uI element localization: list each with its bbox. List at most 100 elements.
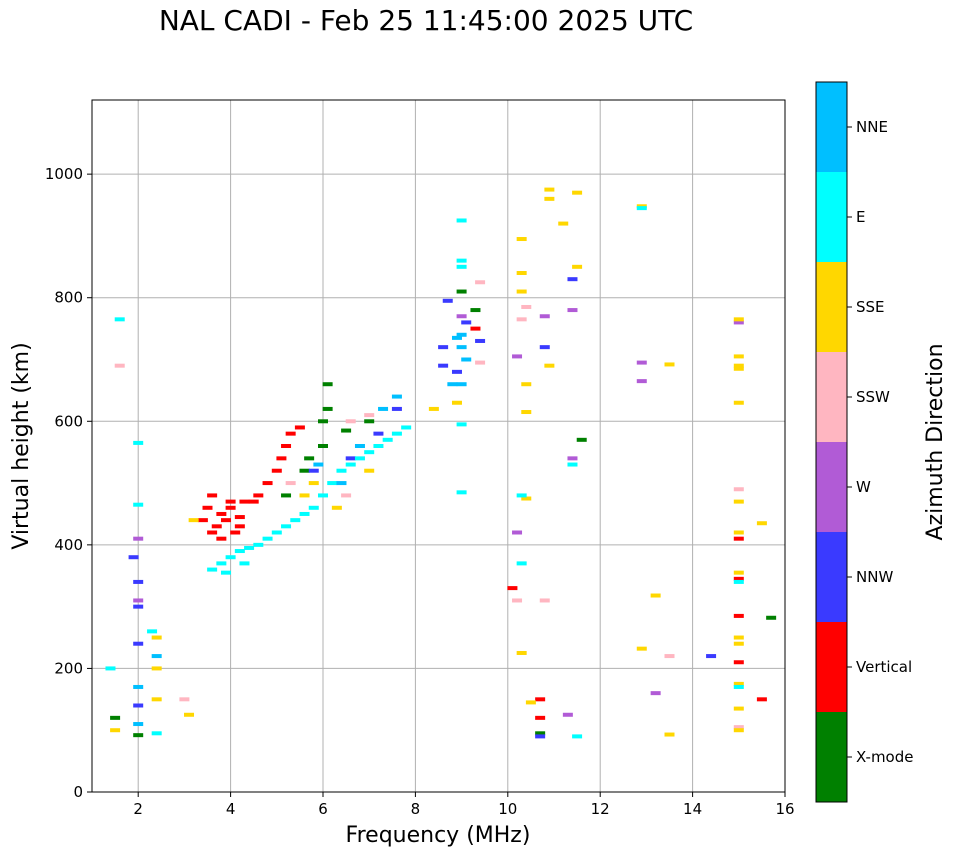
data-point-vertical (733, 613, 744, 618)
data-point-ssw (285, 481, 296, 486)
data-point-nnw (308, 468, 319, 473)
data-point-vertical (216, 511, 227, 516)
data-point-w (650, 691, 661, 696)
data-point-nnw (133, 604, 144, 609)
data-point-ssw (539, 598, 550, 603)
data-point-nne (391, 394, 402, 399)
data-point-nnw (373, 431, 384, 436)
data-point-ssw (341, 493, 352, 498)
data-point-e (290, 518, 301, 523)
data-point-w (133, 536, 144, 541)
data-point-nnw (539, 345, 550, 350)
colorbar-tick-label: NNW (856, 568, 893, 586)
data-point-sse (544, 196, 555, 201)
data-point-e (572, 734, 583, 739)
data-point-ssw (512, 598, 523, 603)
data-point-e (733, 579, 744, 584)
data-point-e (244, 545, 255, 550)
data-point-vertical (470, 326, 481, 331)
data-point-nne (461, 357, 472, 362)
data-point-sse (110, 728, 121, 733)
data-point-e (253, 542, 264, 547)
data-point-nne (456, 345, 467, 350)
data-point-sse (521, 496, 532, 501)
data-point-vertical (216, 536, 227, 541)
data-point-nne (354, 444, 365, 448)
data-point-e (516, 561, 527, 566)
data-point-x-mode (322, 382, 333, 387)
data-point-sse (544, 187, 555, 192)
data-point-e (733, 684, 744, 689)
x-axis-ticks: 2 4 6 8 10 12 14 16 (133, 792, 795, 818)
colorbar-segment (816, 712, 847, 802)
data-point-nnw (535, 734, 546, 739)
x-tick-label: 14 (683, 800, 702, 818)
data-point-e (456, 422, 467, 427)
data-point-w (636, 379, 647, 384)
x-tick-label: 4 (226, 800, 236, 818)
data-point-vertical (234, 524, 245, 529)
data-point-e (345, 462, 356, 467)
data-point-ssw (345, 419, 356, 424)
data-point-sse (733, 354, 744, 359)
data-point-sse (151, 666, 162, 671)
data-point-sse (664, 362, 675, 367)
data-point-nne (151, 654, 162, 659)
data-point-x-mode (299, 468, 310, 473)
data-point-x-mode (341, 428, 352, 433)
data-point-nnw (133, 703, 144, 708)
data-point-sse (733, 363, 744, 368)
data-point-nnw (706, 654, 717, 659)
data-point-sse (516, 650, 527, 655)
data-point-sse (521, 410, 532, 415)
data-point-e (220, 570, 231, 575)
colorbar-segment (816, 622, 847, 712)
data-point-nne (456, 382, 467, 387)
data-point-vertical (248, 499, 259, 504)
data-point-vertical (294, 425, 305, 430)
x-axis-label: Frequency (MHz) (346, 823, 531, 848)
data-point-vertical (220, 518, 231, 523)
data-point-sse (733, 728, 744, 733)
x-tick-label: 2 (133, 800, 143, 818)
y-tick-label: 600 (54, 412, 83, 430)
data-point-ssw (733, 487, 744, 492)
data-point-nnw (345, 456, 356, 461)
data-point-ssw (664, 654, 675, 659)
colorbar-tick-label: W (856, 478, 871, 496)
data-point-sse (733, 635, 744, 640)
data-point-sse (516, 271, 527, 275)
colorbar-tick-label: Vertical (856, 658, 912, 676)
grid-lines (92, 100, 785, 792)
y-tick-label: 0 (73, 783, 83, 801)
data-point-x-mode (535, 731, 546, 736)
data-point-x-mode (470, 308, 481, 313)
colorbar-segment (816, 442, 847, 532)
data-point-sse (558, 221, 569, 226)
data-point-e (216, 561, 227, 566)
data-point-sse (299, 493, 310, 498)
data-point-nne (456, 332, 467, 337)
data-point-sse (756, 521, 767, 526)
data-point-w (512, 530, 523, 535)
data-point-x-mode (318, 444, 328, 448)
data-point-nne (313, 462, 324, 467)
data-point-nnw (451, 369, 462, 374)
data-point-nnw (442, 298, 453, 303)
data-point-vertical (733, 576, 744, 581)
data-point-sse (733, 499, 744, 504)
data-point-nnw (567, 277, 578, 282)
data-point-e (151, 731, 162, 736)
y-tick-label: 800 (54, 289, 83, 307)
data-point-vertical (225, 505, 236, 510)
data-point-vertical (276, 456, 287, 461)
x-tick-label: 16 (775, 800, 794, 818)
data-point-x-mode (364, 419, 375, 424)
data-point-vertical (507, 586, 518, 591)
data-point-e (373, 444, 384, 448)
data-point-e (327, 481, 338, 486)
chart-title: NAL CADI - Feb 25 11:45:00 2025 UTC (158, 4, 694, 37)
data-points (105, 187, 777, 739)
data-point-ssw (475, 280, 486, 285)
data-point-x-mode (322, 406, 333, 411)
